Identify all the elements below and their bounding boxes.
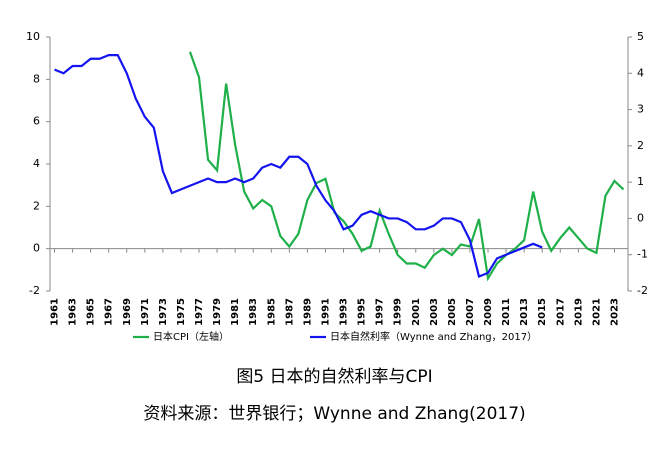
y-tick-label: 0	[33, 242, 40, 255]
x-tick-label: 2021	[591, 298, 602, 326]
x-tick-label: 1999	[393, 298, 404, 326]
y2-tick-label: 3	[637, 103, 644, 116]
x-tick-label: 1979	[212, 298, 223, 326]
y-tick-label: -2	[29, 284, 40, 297]
x-tick-label: 1989	[302, 298, 313, 326]
x-tick-label: 1995	[357, 298, 368, 326]
x-tick-label: 1971	[140, 298, 151, 326]
x-tick-label: 2011	[501, 298, 512, 326]
y-tick-label: 8	[33, 72, 40, 85]
y2-tick-label: 1	[637, 175, 644, 188]
legend-label: 日本自然利率（Wynne and Zhang，2017）	[330, 330, 537, 343]
x-tick-label: 1991	[320, 298, 331, 326]
x-tick-label: 1977	[194, 298, 205, 326]
x-tick-label: 2001	[411, 298, 422, 326]
x-tick-label: 1981	[230, 298, 241, 326]
chart-title: 图5 日本的自然利率与CPI	[236, 367, 432, 387]
y-tick-label: 2	[33, 199, 40, 212]
legend-label: 日本CPI（左轴）	[153, 330, 229, 343]
x-tick-label: 1987	[284, 298, 295, 326]
x-tick-label: 1975	[176, 298, 187, 326]
x-tick-label: 2023	[609, 298, 620, 326]
x-tick-label: 1997	[375, 298, 386, 326]
x-tick-label: 2015	[537, 298, 548, 326]
y2-tick-label: 5	[637, 30, 644, 43]
source: 资料来源：世界银行；Wynne and Zhang(2017)	[143, 404, 525, 424]
line-1	[54, 54, 543, 278]
line-0	[188, 51, 625, 282]
x-tick-label: 2009	[483, 298, 494, 326]
x-tick-label: 1983	[248, 298, 259, 326]
y2-tick-label: 0	[637, 211, 644, 224]
x-tick-label: 2019	[573, 298, 584, 326]
x-tick-label: 2017	[555, 298, 566, 326]
x-tick-label: 1993	[339, 298, 350, 326]
x-tick-label: 1967	[104, 298, 115, 326]
x-tick-label: 1969	[122, 298, 133, 326]
y2-tick-label: -1	[637, 248, 648, 261]
x-tick-label: 1961	[50, 298, 61, 326]
x-tick-label: 1963	[68, 298, 79, 326]
y2-tick-label: -2	[637, 284, 648, 297]
x-tick-label: 1973	[158, 298, 169, 326]
x-tick-label: 2007	[465, 298, 476, 326]
x-tick-label: 2003	[429, 298, 440, 326]
x-tick-label: 1965	[86, 298, 97, 326]
y2-tick-label: 2	[637, 139, 644, 152]
y2-tick-label: 4	[637, 66, 644, 79]
x-tick-label: 2005	[447, 298, 458, 326]
y-tick-label: 10	[26, 30, 40, 43]
y-tick-label: 6	[33, 115, 40, 128]
x-tick-label: 2013	[519, 298, 530, 326]
x-tick-label: 1985	[266, 298, 277, 326]
y-tick-label: 4	[33, 157, 40, 170]
